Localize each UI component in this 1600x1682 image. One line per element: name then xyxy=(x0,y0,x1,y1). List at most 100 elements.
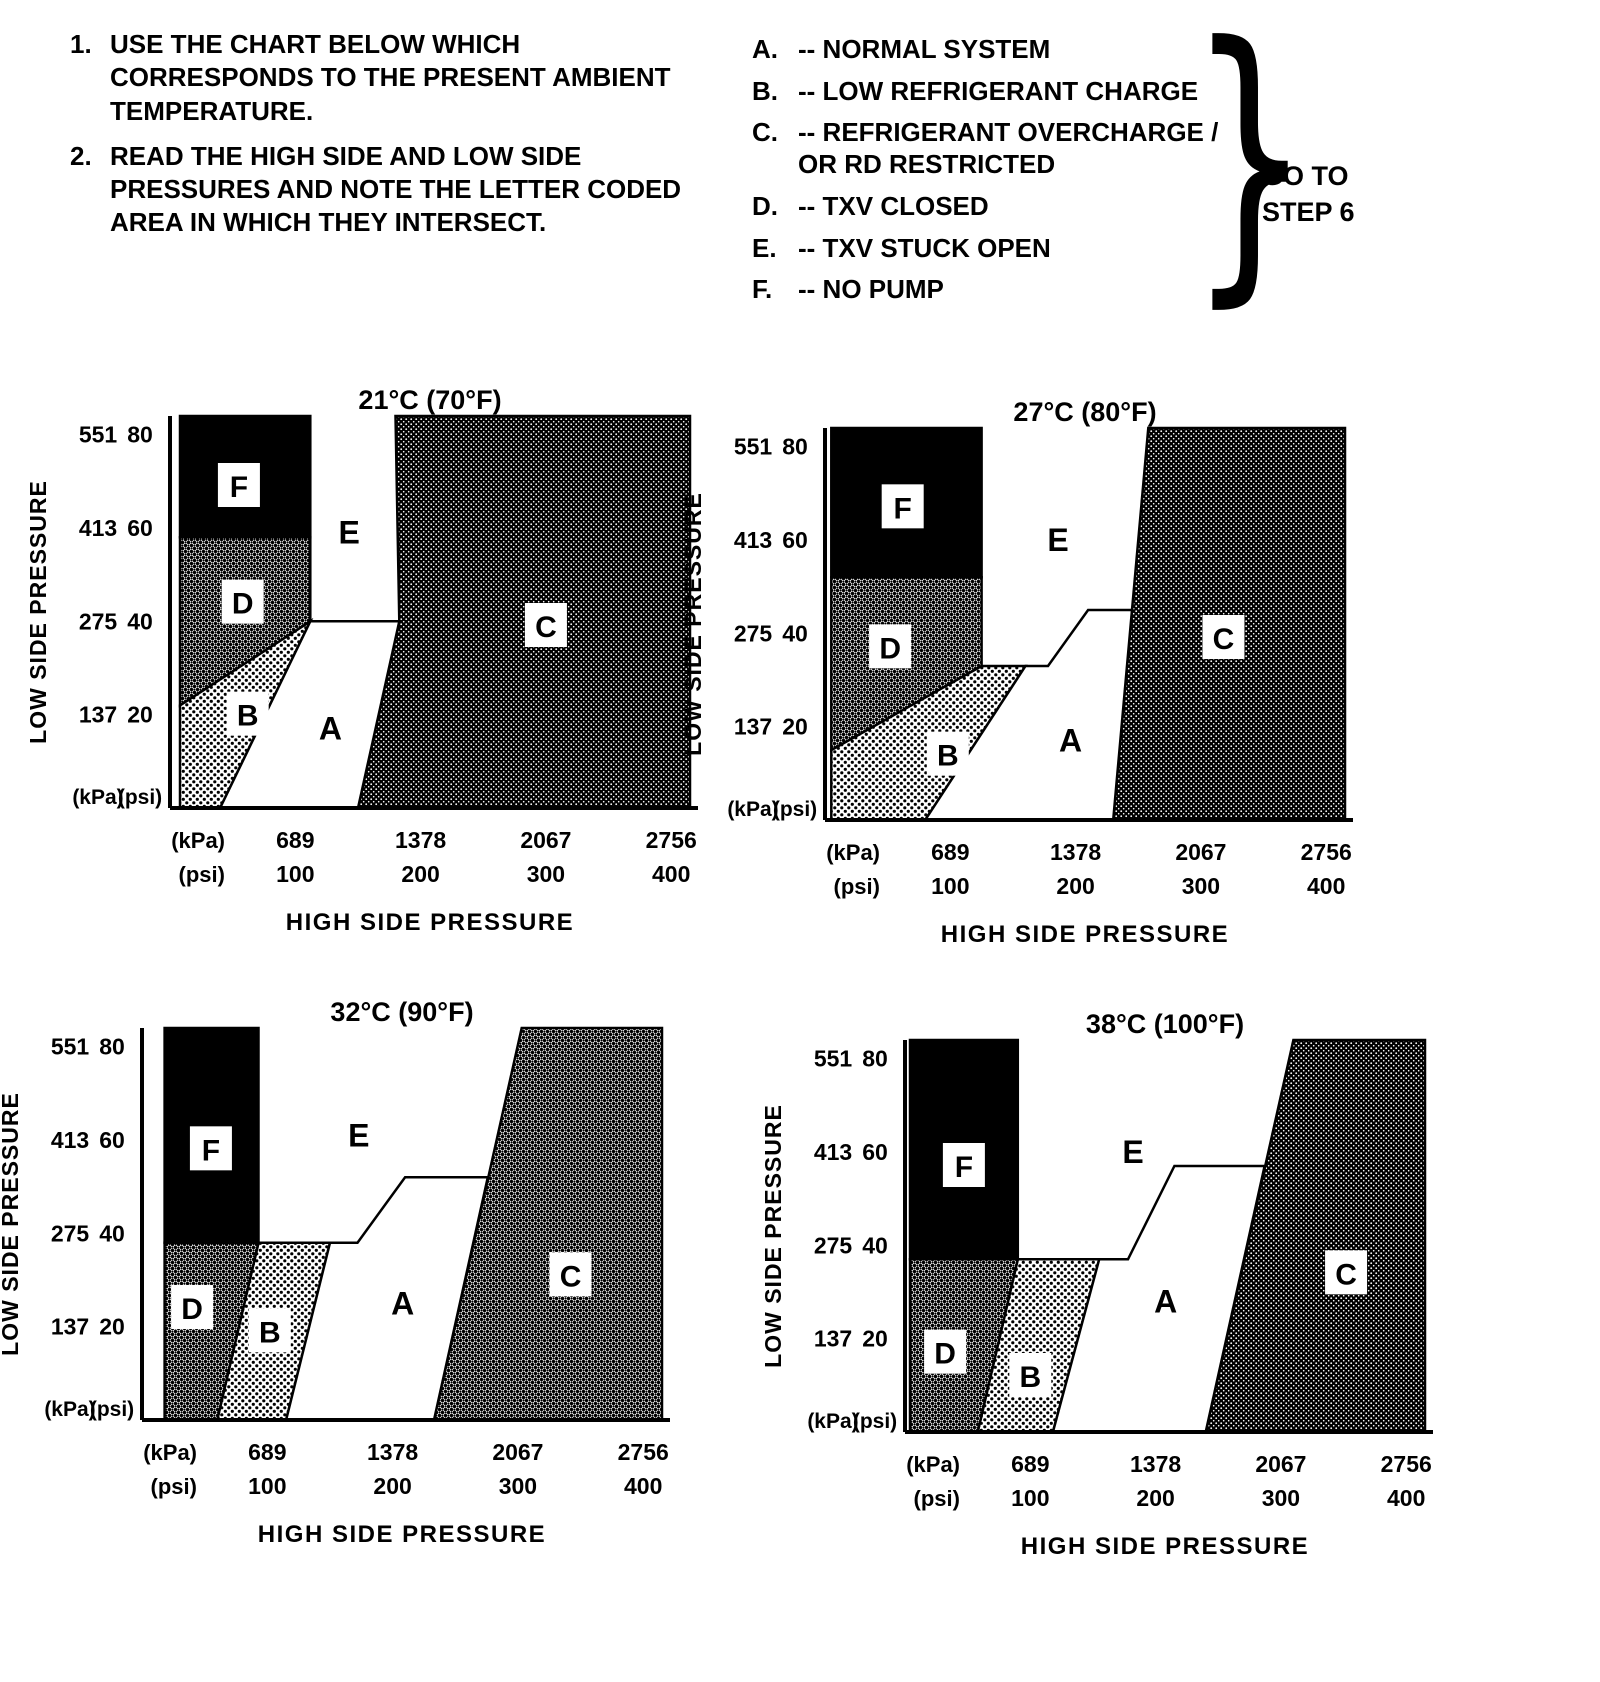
goto-step-line1: GO TO xyxy=(1262,161,1349,191)
x-tick-kpa: 2756 xyxy=(618,1439,669,1465)
chart-title: 32°C (90°F) xyxy=(330,1000,473,1027)
y-axis-title: LOW SIDE PRESSURE xyxy=(680,492,706,756)
y-tick-psi: 60 xyxy=(99,1127,125,1153)
x-tick-kpa: 2756 xyxy=(1301,839,1352,865)
region-label-box-C xyxy=(549,1252,592,1297)
y-tick-kpa: 275 xyxy=(734,620,773,646)
x-axis-title: HIGH SIDE PRESSURE xyxy=(286,909,574,936)
y-tick-kpa: 551 xyxy=(79,422,118,448)
legend-item-d: D. -- TXV CLOSED xyxy=(752,191,1222,223)
region-label-box-F xyxy=(217,463,260,507)
x-axis-title: HIGH SIDE PRESSURE xyxy=(1021,1533,1309,1560)
y-tick-kpa: 551 xyxy=(51,1034,90,1060)
legend-item-d-label: -- TXV CLOSED xyxy=(798,190,989,221)
legend-item-f: F. -- NO PUMP xyxy=(752,274,1222,306)
x-tick-kpa: 2067 xyxy=(520,827,571,853)
y-tick-psi: 20 xyxy=(99,1314,125,1340)
y-tick-kpa: 137 xyxy=(814,1326,852,1352)
x-unit-psi: (psi) xyxy=(914,1486,960,1511)
instruction-step-2-number: 2. xyxy=(70,140,92,171)
region-label-box-F xyxy=(881,484,924,529)
y-tick-psi: 20 xyxy=(862,1326,888,1352)
x-tick-kpa: 2756 xyxy=(646,827,697,853)
y-tick-kpa: 413 xyxy=(734,527,772,553)
legend-item-b-code: B. xyxy=(752,75,778,106)
region-label-A: A xyxy=(319,711,342,747)
y-unit-kpa: (kPa) xyxy=(44,1398,95,1421)
y-unit-psi: (psi) xyxy=(118,786,162,809)
x-tick-kpa: 2067 xyxy=(492,1439,543,1465)
legend-item-e: E. -- TXV STUCK OPEN xyxy=(752,233,1222,265)
x-tick-psi: 300 xyxy=(527,861,565,887)
instruction-step-2: 2. READ THE HIGH SIDE AND LOW SIDE PRESS… xyxy=(70,140,720,240)
x-tick-psi: 100 xyxy=(248,1473,286,1499)
region-label-C: C xyxy=(535,611,557,644)
legend-item-a: A. -- NORMAL SYSTEM xyxy=(752,34,1222,66)
region-label-B: B xyxy=(937,740,959,773)
y-tick-kpa: 551 xyxy=(734,434,773,460)
y-tick-kpa: 275 xyxy=(51,1220,90,1246)
region-label-box-B xyxy=(926,731,969,776)
x-tick-psi: 400 xyxy=(624,1473,662,1499)
x-tick-psi: 100 xyxy=(931,873,969,899)
region-label-D: D xyxy=(232,588,254,621)
y-tick-psi: 20 xyxy=(782,714,808,740)
y-tick-psi: 80 xyxy=(99,1034,125,1060)
y-tick-psi: 60 xyxy=(127,515,153,541)
region-label-A: A xyxy=(1154,1283,1177,1319)
region-label-box-B xyxy=(226,691,269,736)
x-unit-kpa: (kPa) xyxy=(826,840,880,865)
y-tick-psi: 80 xyxy=(127,422,153,448)
chart-27c-80f: 27°C (80°F) 551 80 413 60 275 40 137 20 (kPa) (psi… xyxy=(665,397,1385,1000)
goto-step-line2: STEP 6 xyxy=(1262,197,1355,228)
y-unit-psi: (psi) xyxy=(90,1398,134,1421)
region-label-E: E xyxy=(339,515,360,551)
legend-item-d-code: D. xyxy=(752,190,778,221)
region-label-C: C xyxy=(1213,623,1235,656)
x-tick-kpa: 2756 xyxy=(1381,1451,1432,1477)
region-label-A: A xyxy=(391,1285,414,1321)
legend-item-e-label: -- TXV STUCK OPEN xyxy=(798,232,1051,263)
x-unit-psi: (psi) xyxy=(179,862,225,887)
x-tick-kpa: 689 xyxy=(276,827,314,853)
y-tick-kpa: 413 xyxy=(79,515,117,541)
y-axis-title: LOW SIDE PRESSURE xyxy=(760,1104,786,1368)
x-unit-psi: (psi) xyxy=(834,874,880,899)
y-tick-psi: 80 xyxy=(862,1046,888,1072)
region-label-E: E xyxy=(1122,1134,1143,1170)
fault-code-legend: A. -- NORMAL SYSTEM B. -- LOW REFRIGERAN… xyxy=(752,34,1222,316)
y-unit-psi: (psi) xyxy=(853,1410,897,1433)
legend-item-b: B. -- LOW REFRIGERANT CHARGE xyxy=(752,76,1222,108)
chart-21c-70f: 21°C (70°F) 551 80 413 60 275 40 137 20 (kPa) (psi… xyxy=(10,385,730,988)
chart-title: 27°C (80°F) xyxy=(1013,400,1156,427)
y-unit-kpa: (kPa) xyxy=(72,786,123,809)
y-tick-psi: 40 xyxy=(99,1220,125,1246)
legend-item-c-code: C. xyxy=(752,117,778,148)
y-unit-psi: (psi) xyxy=(773,798,817,821)
goto-step-label: GO TO STEP 6 xyxy=(1262,158,1355,231)
chart-title: 38°C (100°F) xyxy=(1086,1012,1244,1039)
x-tick-psi: 100 xyxy=(1011,1485,1049,1511)
x-unit-kpa: (kPa) xyxy=(906,1452,960,1477)
region-label-B: B xyxy=(1019,1361,1041,1394)
region-label-F: F xyxy=(894,492,912,525)
x-tick-kpa: 689 xyxy=(1011,1451,1049,1477)
region-label-box-F xyxy=(942,1143,985,1187)
region-label-box-D xyxy=(869,624,912,669)
x-tick-kpa: 1378 xyxy=(395,827,446,853)
x-tick-psi: 300 xyxy=(499,1473,537,1499)
region-label-box-C xyxy=(1325,1250,1368,1295)
y-tick-kpa: 413 xyxy=(51,1127,89,1153)
x-tick-psi: 200 xyxy=(1056,873,1094,899)
region-label-F: F xyxy=(955,1151,973,1184)
y-tick-kpa: 413 xyxy=(814,1139,852,1165)
x-tick-psi: 200 xyxy=(1136,1485,1174,1511)
legend-item-c: C. -- REFRIGERANT OVERCHARGE / OR RD RES… xyxy=(752,117,1222,180)
legend-item-a-code: A. xyxy=(752,34,778,64)
x-tick-psi: 300 xyxy=(1182,873,1220,899)
